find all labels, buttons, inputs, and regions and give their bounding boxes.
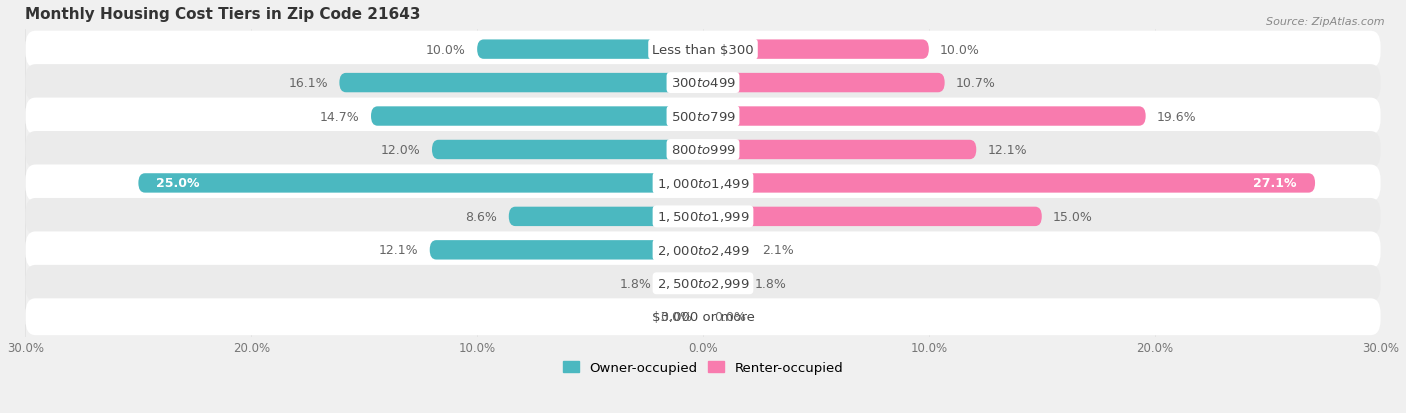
Text: 12.1%: 12.1% (987, 144, 1028, 157)
FancyBboxPatch shape (662, 274, 703, 293)
FancyBboxPatch shape (25, 265, 1381, 302)
Text: 14.7%: 14.7% (321, 110, 360, 123)
FancyBboxPatch shape (138, 174, 703, 193)
FancyBboxPatch shape (25, 65, 1381, 102)
Text: 10.0%: 10.0% (941, 43, 980, 57)
FancyBboxPatch shape (703, 240, 751, 260)
Text: 27.1%: 27.1% (1254, 177, 1296, 190)
Text: $3,000 or more: $3,000 or more (651, 311, 755, 323)
Text: Source: ZipAtlas.com: Source: ZipAtlas.com (1267, 17, 1385, 26)
FancyBboxPatch shape (703, 74, 945, 93)
Text: 1.8%: 1.8% (755, 277, 787, 290)
FancyBboxPatch shape (477, 40, 703, 60)
FancyBboxPatch shape (25, 132, 1381, 169)
Text: $2,500 to $2,999: $2,500 to $2,999 (657, 277, 749, 291)
Text: 10.7%: 10.7% (956, 77, 995, 90)
Text: 0.0%: 0.0% (659, 311, 692, 323)
FancyBboxPatch shape (703, 207, 1042, 227)
Text: Less than $300: Less than $300 (652, 43, 754, 57)
Text: 2.1%: 2.1% (762, 244, 793, 257)
Text: $1,500 to $1,999: $1,500 to $1,999 (657, 210, 749, 224)
Text: 16.1%: 16.1% (288, 77, 328, 90)
FancyBboxPatch shape (371, 107, 703, 126)
Text: $1,000 to $1,499: $1,000 to $1,499 (657, 176, 749, 190)
FancyBboxPatch shape (430, 240, 703, 260)
Legend: Owner-occupied, Renter-occupied: Owner-occupied, Renter-occupied (558, 356, 848, 380)
FancyBboxPatch shape (339, 74, 703, 93)
Text: Monthly Housing Cost Tiers in Zip Code 21643: Monthly Housing Cost Tiers in Zip Code 2… (25, 7, 420, 22)
FancyBboxPatch shape (432, 140, 703, 160)
Text: 19.6%: 19.6% (1157, 110, 1197, 123)
Text: 1.8%: 1.8% (619, 277, 651, 290)
Text: $500 to $799: $500 to $799 (671, 110, 735, 123)
FancyBboxPatch shape (703, 274, 744, 293)
FancyBboxPatch shape (25, 165, 1381, 202)
Text: $300 to $499: $300 to $499 (671, 77, 735, 90)
Text: $800 to $999: $800 to $999 (671, 144, 735, 157)
FancyBboxPatch shape (25, 299, 1381, 335)
Text: 8.6%: 8.6% (465, 210, 498, 223)
FancyBboxPatch shape (25, 199, 1381, 235)
Text: 10.0%: 10.0% (426, 43, 465, 57)
FancyBboxPatch shape (25, 232, 1381, 268)
Text: 12.1%: 12.1% (378, 244, 419, 257)
Text: 25.0%: 25.0% (156, 177, 200, 190)
FancyBboxPatch shape (25, 32, 1381, 69)
FancyBboxPatch shape (509, 207, 703, 227)
FancyBboxPatch shape (25, 98, 1381, 135)
FancyBboxPatch shape (703, 107, 1146, 126)
Text: 15.0%: 15.0% (1053, 210, 1092, 223)
Text: 12.0%: 12.0% (381, 144, 420, 157)
FancyBboxPatch shape (703, 140, 976, 160)
Text: $2,000 to $2,499: $2,000 to $2,499 (657, 243, 749, 257)
Text: 0.0%: 0.0% (714, 311, 747, 323)
FancyBboxPatch shape (703, 40, 929, 60)
FancyBboxPatch shape (703, 174, 1315, 193)
